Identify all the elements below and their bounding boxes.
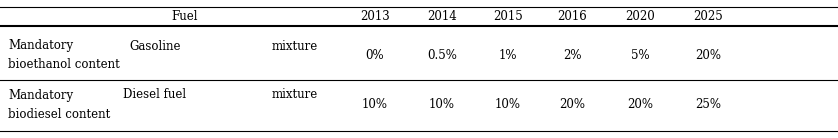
Text: 10%: 10% [495,98,521,111]
Text: mixture: mixture [272,39,318,52]
Text: 2015: 2015 [493,10,523,22]
Text: 20%: 20% [627,98,653,111]
Text: biodiesel content: biodiesel content [8,108,111,120]
Text: 2014: 2014 [427,10,457,22]
Text: 20%: 20% [559,98,585,111]
Text: 25%: 25% [695,98,721,111]
Text: 1%: 1% [499,49,517,62]
Text: Mandatory: Mandatory [8,39,73,52]
Text: 2%: 2% [563,49,582,62]
Text: 10%: 10% [362,98,388,111]
Text: 5%: 5% [631,49,649,62]
Text: 20%: 20% [695,49,721,62]
Text: 2020: 2020 [625,10,654,22]
Text: Diesel fuel: Diesel fuel [123,88,187,102]
Text: Mandatory: Mandatory [8,88,73,102]
Text: 10%: 10% [429,98,455,111]
Text: bioethanol content: bioethanol content [8,59,120,71]
Text: Gasoline: Gasoline [129,39,181,52]
Text: mixture: mixture [272,88,318,102]
Text: 0.5%: 0.5% [427,49,457,62]
Text: 2013: 2013 [360,10,390,22]
Text: Fuel: Fuel [172,10,199,22]
Text: 2016: 2016 [557,10,587,22]
Text: 0%: 0% [365,49,385,62]
Text: 2025: 2025 [693,10,723,22]
